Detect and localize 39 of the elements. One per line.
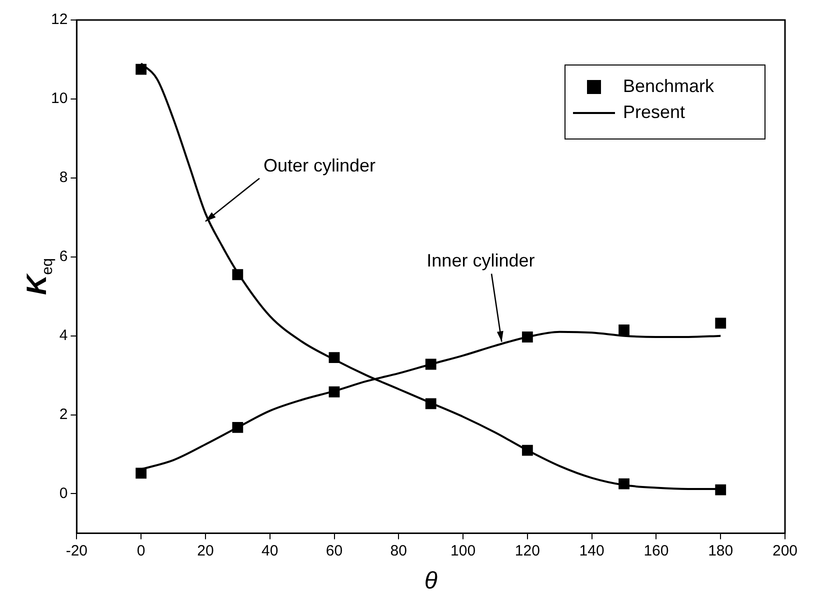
point bbox=[522, 332, 533, 342]
point bbox=[136, 468, 147, 479]
point bbox=[328, 386, 340, 398]
y-tick-label: 6 bbox=[59, 248, 68, 265]
point bbox=[618, 478, 630, 490]
y-tick-label: 0 bbox=[59, 484, 68, 502]
annotation: Inner cylinder bbox=[426, 250, 535, 271]
x-tick-label: 180 bbox=[708, 542, 734, 560]
point bbox=[425, 358, 436, 370]
x-tick-label: 80 bbox=[390, 542, 407, 560]
point bbox=[425, 398, 436, 410]
y-tick-label: 2 bbox=[59, 406, 68, 423]
x-tick-label: 140 bbox=[579, 542, 604, 560]
point bbox=[618, 324, 630, 336]
legend-label: Present bbox=[623, 102, 686, 122]
x-tick-label: 60 bbox=[326, 542, 343, 560]
x-tick-label: 160 bbox=[644, 542, 669, 560]
x-tick-label: 120 bbox=[514, 542, 540, 560]
point bbox=[136, 64, 147, 75]
x-axis-title: θ bbox=[424, 567, 438, 594]
x-tick-label: 20 bbox=[197, 542, 214, 560]
x-tick-label: 0 bbox=[136, 542, 146, 560]
x-tick-label: -20 bbox=[66, 542, 88, 560]
point bbox=[328, 352, 340, 363]
x-tick-label: 100 bbox=[450, 542, 476, 560]
y-tick-label: 8 bbox=[59, 169, 68, 186]
x-tick-label: 200 bbox=[772, 542, 798, 560]
legend-label: Benchmark bbox=[623, 76, 716, 96]
point bbox=[715, 484, 726, 496]
point bbox=[232, 269, 244, 280]
point bbox=[522, 444, 533, 456]
y-tick-label: 4 bbox=[59, 326, 68, 344]
point bbox=[232, 422, 244, 433]
y-axis-title: Keq bbox=[21, 258, 56, 296]
x-tick-label: 40 bbox=[262, 542, 278, 560]
annotation: Outer cylinder bbox=[263, 155, 376, 176]
y-tick-label: 12 bbox=[50, 11, 68, 28]
y-tick-label: 10 bbox=[50, 90, 68, 108]
point bbox=[715, 318, 726, 329]
